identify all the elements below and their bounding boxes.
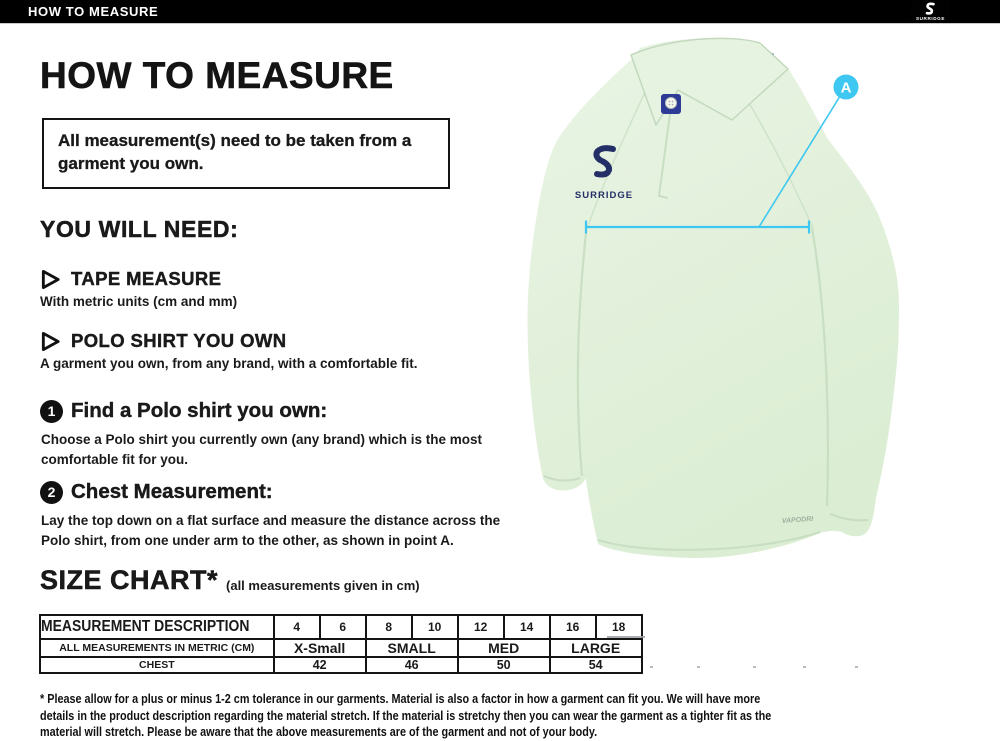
surridge-logo: SURRIDGE [911,1,950,22]
step-title: Find a Polo shirt you own: [71,399,328,422]
footnote-text: * Please allow for a plus or minus 1-2 c… [40,692,772,740]
size-chart-heading: SIZE CHART* [40,565,219,596]
need-item-title: POLO SHIRT YOU OWN [71,330,287,351]
measurement-line-diagonal [758,96,841,228]
size-header-cell: 8 [364,614,413,640]
value-cell: 46 [364,656,459,674]
note-text: All measurement(s) need to be taken from… [58,131,412,174]
step-number-badge: 2 [40,480,63,504]
top-bar-title: HOW TO MEASURE [28,4,159,19]
need-item-description: A garment you own, from any brand, with … [40,356,418,371]
value-cell: 42 [272,656,367,674]
shirt-body-shape [527,38,899,559]
collar-outer [630,37,789,126]
size-header-cell: 12 [456,614,505,640]
placket-line [657,113,671,199]
left-sleeve-crease [576,232,588,477]
raglan-seam-left [587,85,649,227]
size-header-cell: 10 [410,614,459,640]
step-title: Chest Measurement: [71,480,273,503]
right-cuff-line [829,512,869,522]
table-artifact-dot [753,666,756,668]
group-header-cell: MED [456,638,551,658]
value-cell: 50 [456,656,551,674]
you-will-need-heading: YOU WILL NEED: [40,216,239,243]
play-arrow-icon [41,269,60,289]
row-label-cell: CHEST [39,656,275,674]
table-extension-line [607,636,645,638]
step-description: Lay the top down on a flat surface and m… [41,513,501,548]
left-cuff-line [543,474,581,482]
table-artifact-dot [803,666,806,668]
need-item-description: With metric units (cm and mm) [40,294,238,309]
group-header-cell: SMALL [364,638,459,658]
size-header-cell: 16 [548,614,597,640]
size-header-cell: 6 [318,614,367,640]
need-item-tape-measure: TAPE MEASURE [40,268,221,290]
group-header-cell: LARGE [548,638,643,658]
surridge-logo-icon: SURRIDGE [916,2,945,21]
step-number-badge: 1 [40,399,63,423]
surridge-logo-text: SURRIDGE [916,16,945,21]
right-sleeve-crease [810,227,830,507]
step-1: 1 Find a Polo shirt you own: [40,399,327,423]
size-chart-heading-row: SIZE CHART* (all measurements given in c… [40,565,420,596]
chest-logo-text: SURRIDGE [575,190,633,201]
polo-shirt-image: SURRIDGE VAPODRI A [520,28,912,573]
size-chart-subheading: (all measurements given in cm) [226,578,420,593]
size-header-cell: 4 [272,614,321,640]
marker-a-label: A [841,80,852,97]
page-title: HOW TO MEASURE [40,55,394,97]
fabric-tech-label: VAPODRI [782,516,815,525]
size-chart-table: MEASUREMENT DESCRIPTION 4 6 8 10 12 14 1… [39,614,643,674]
table-artifact-dot [697,666,700,668]
chest-logo-icon: SURRIDGE [575,145,633,201]
size-header-cell: 18 [594,614,643,640]
group-header-cell: X-Small [272,638,367,658]
step-2: 2 Chest Measurement: [40,480,273,504]
play-arrow-icon [41,331,60,351]
hem-shadow [597,530,821,551]
step-description: Choose a Polo shirt you currently own (a… [41,432,483,467]
collar-button [665,97,677,109]
need-item-title: TAPE MEASURE [71,268,222,289]
top-bar: HOW TO MEASURE SURRIDGE [0,0,1000,24]
raglan-seam-right [744,95,814,229]
note-box: All measurement(s) need to be taken from… [42,118,450,189]
measurement-description-header: MEASUREMENT DESCRIPTION [39,614,275,640]
measurement-line-endcaps [584,220,811,234]
metric-units-label: ALL MEASUREMENTS IN METRIC (CM) [39,638,275,658]
value-cell: 54 [548,656,643,674]
table-artifact-dot [855,666,858,668]
table-artifact-dot [650,666,653,668]
size-header-cell: 14 [502,614,551,640]
need-item-polo-shirt: POLO SHIRT YOU OWN [40,330,287,352]
marker-a-badge [833,74,859,100]
